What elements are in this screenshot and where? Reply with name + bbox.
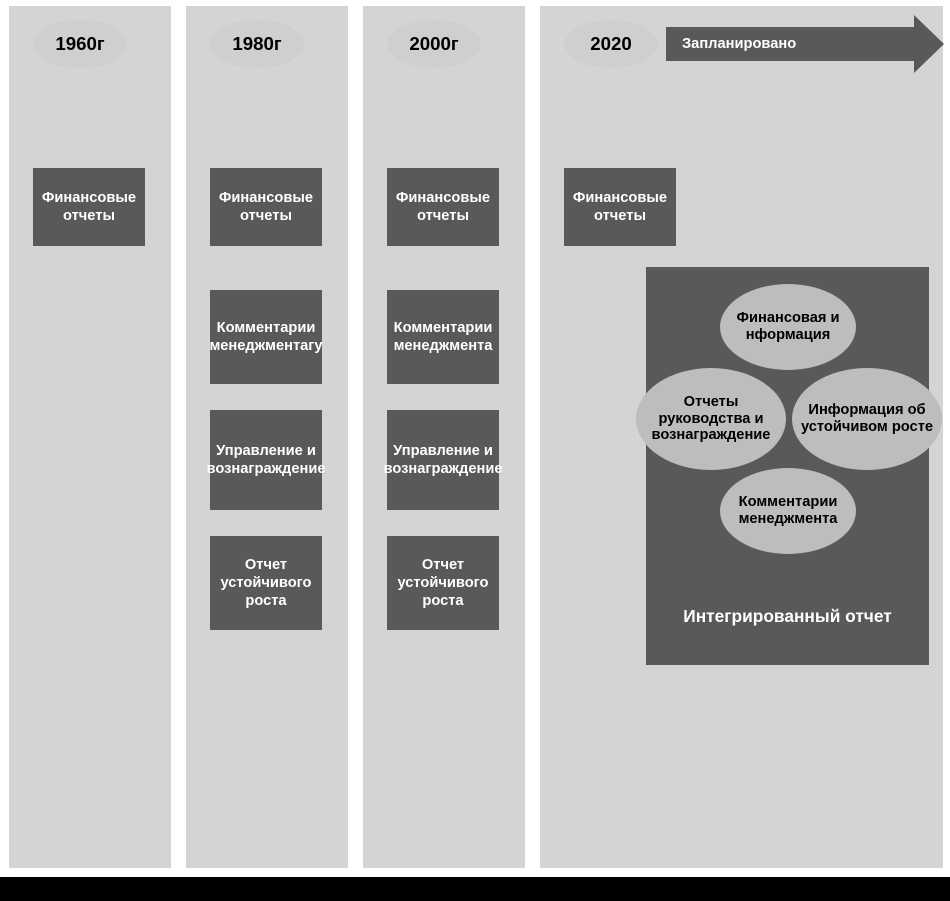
planned-arrow-label: Запланировано bbox=[682, 36, 796, 52]
ellipse-mgmt: Комментарии менеджмента bbox=[720, 468, 856, 554]
year-1960: 1960г bbox=[33, 20, 127, 68]
planned-arrow-head bbox=[914, 15, 944, 73]
box-label: Финансовые отчеты bbox=[568, 189, 672, 226]
ellipse-sust: Информация об устойчивом росте bbox=[792, 368, 942, 470]
box-label: Финансовые отчеты bbox=[37, 189, 141, 226]
box-label: Комментарии менеджментагу bbox=[209, 319, 322, 356]
box-label: Финансовые отчеты bbox=[391, 189, 495, 226]
diagram-stage: 1960г 1980г 2000г 2020 Запланировано Фин… bbox=[0, 0, 950, 901]
footer-strip bbox=[0, 877, 950, 901]
box-2000-sust: Отчет устойчивого роста bbox=[387, 536, 499, 630]
year-1980: 1980г bbox=[210, 20, 304, 68]
box-label: Управление и вознаграждение bbox=[207, 442, 326, 479]
year-2020: 2020 bbox=[564, 20, 658, 68]
integrated-panel-title: Интегрированный отчет bbox=[646, 603, 929, 631]
year-2000: 2000г bbox=[387, 20, 481, 68]
ellipse-label: Информация об устойчивом росте bbox=[798, 402, 936, 436]
ellipse-label: Комментарии менеджмента bbox=[726, 494, 850, 528]
year-label: 2000г bbox=[409, 33, 458, 55]
box-1980-sust: Отчет устойчивого роста bbox=[210, 536, 322, 630]
box-1980-fin: Финансовые отчеты bbox=[210, 168, 322, 246]
ellipse-label: Отчеты руководства и вознаграждение bbox=[642, 394, 780, 445]
col-1960 bbox=[9, 6, 171, 868]
planned-arrow-bar: Запланировано bbox=[666, 27, 914, 61]
box-2000-fin: Финансовые отчеты bbox=[387, 168, 499, 246]
box-label: Отчет устойчивого роста bbox=[391, 556, 495, 611]
box-label: Управление и вознаграждение bbox=[384, 442, 503, 479]
box-label: Финансовые отчеты bbox=[214, 189, 318, 226]
box-label: Отчет устойчивого роста bbox=[214, 556, 318, 611]
ellipse-gov: Отчеты руководства и вознаграждение bbox=[636, 368, 786, 470]
box-1960-fin: Финансовые отчеты bbox=[33, 168, 145, 246]
ellipse-label: Финансовая и нформация bbox=[726, 310, 850, 344]
ellipse-fin: Финансовая и нформация bbox=[720, 284, 856, 370]
box-label: Комментарии менеджмента bbox=[391, 319, 495, 356]
box-2020-fin: Финансовые отчеты bbox=[564, 168, 676, 246]
box-2000-mgmt: Комментарии менеджмента bbox=[387, 290, 499, 384]
box-1980-gov: Управление и вознаграждение bbox=[210, 410, 322, 510]
year-label: 1980г bbox=[232, 33, 281, 55]
box-2000-gov: Управление и вознаграждение bbox=[387, 410, 499, 510]
year-label: 2020 bbox=[590, 33, 632, 55]
year-label: 1960г bbox=[55, 33, 104, 55]
box-1980-mgmt: Комментарии менеджментагу bbox=[210, 290, 322, 384]
